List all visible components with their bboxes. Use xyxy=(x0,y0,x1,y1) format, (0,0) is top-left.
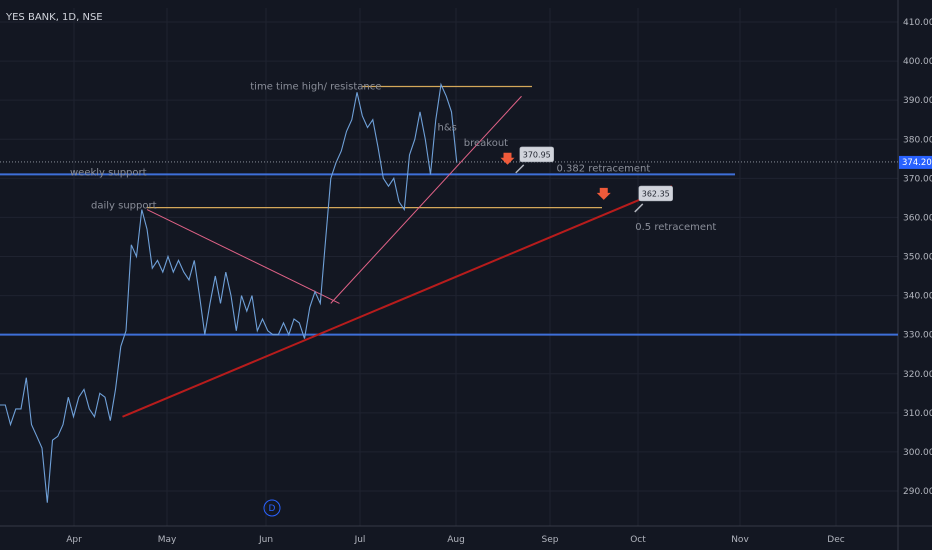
price-tick-label: 410.00 xyxy=(903,18,932,28)
annotation-label: 0.5 retracement xyxy=(635,222,716,233)
dividends-marker[interactable]: D xyxy=(263,499,281,517)
price-tick-label: 320.00 xyxy=(903,370,932,380)
horizontal-levels xyxy=(0,85,898,336)
price-callouts: 370.95 362.35 xyxy=(500,146,673,213)
callout-leader xyxy=(634,203,644,213)
callout-label: 370.95 xyxy=(523,150,551,159)
current-price-tag xyxy=(899,155,932,169)
time-axis[interactable]: Apr May Jun Jul Aug Sep Oct Nov Dec xyxy=(66,535,845,545)
price-tick-label: 400.00 xyxy=(903,57,932,67)
dividends-marker-label: D xyxy=(269,504,276,514)
annotation-label: breakout xyxy=(464,138,508,149)
current-price-label: 374.20 xyxy=(902,158,932,168)
time-tick-label: Sep xyxy=(542,535,559,545)
trend-lines xyxy=(122,95,673,418)
price-series-line xyxy=(0,82,458,503)
trend-line xyxy=(146,209,340,304)
callout-label: 362.35 xyxy=(642,189,670,198)
time-tick-label: Aug xyxy=(447,535,465,545)
price-tick-label: 290.00 xyxy=(903,487,932,497)
price-tick-label: 380.00 xyxy=(903,135,932,145)
price-tick-label: 340.00 xyxy=(903,292,932,302)
callout-box xyxy=(638,185,673,202)
price-tick-label: 330.00 xyxy=(903,331,932,341)
down-arrow-icon xyxy=(500,152,515,165)
trend-line xyxy=(122,185,673,418)
callout-box xyxy=(519,146,554,163)
time-tick-label: Jun xyxy=(258,535,273,545)
callout-leader xyxy=(515,164,525,174)
price-tick-label: 390.00 xyxy=(903,96,932,106)
chart-annotations: time time high/ resistance h&s breakout wee… xyxy=(70,81,716,233)
down-arrow-icon xyxy=(596,187,611,200)
trend-line xyxy=(330,95,522,304)
time-tick-label: Dec xyxy=(827,535,844,545)
price-tick-label: 370.00 xyxy=(903,174,932,184)
time-tick-label: Apr xyxy=(66,535,82,545)
price-tick-label: 310.00 xyxy=(903,409,932,419)
chart-title: YES BANK, 1D, NSE xyxy=(5,12,103,23)
price-tick-label: 350.00 xyxy=(903,253,932,263)
annotation-label: h&s xyxy=(438,123,457,134)
price-tick-label: 360.00 xyxy=(903,213,932,223)
price-axis[interactable]: 290.00 300.00 310.00 320.00 330.00 340.00 350.… xyxy=(899,18,932,497)
annotation-label: daily support xyxy=(91,201,157,212)
annotation-label: weekly support xyxy=(70,167,147,178)
annotation-label: 0.382 retracement xyxy=(557,164,651,175)
time-tick-label: May xyxy=(158,535,177,545)
price-tick-label: 300.00 xyxy=(903,448,932,458)
time-tick-label: Nov xyxy=(731,535,749,545)
annotation-label: time time high/ resistance xyxy=(250,81,381,92)
time-tick-label: Oct xyxy=(630,535,646,545)
time-tick-label: Jul xyxy=(354,535,366,545)
